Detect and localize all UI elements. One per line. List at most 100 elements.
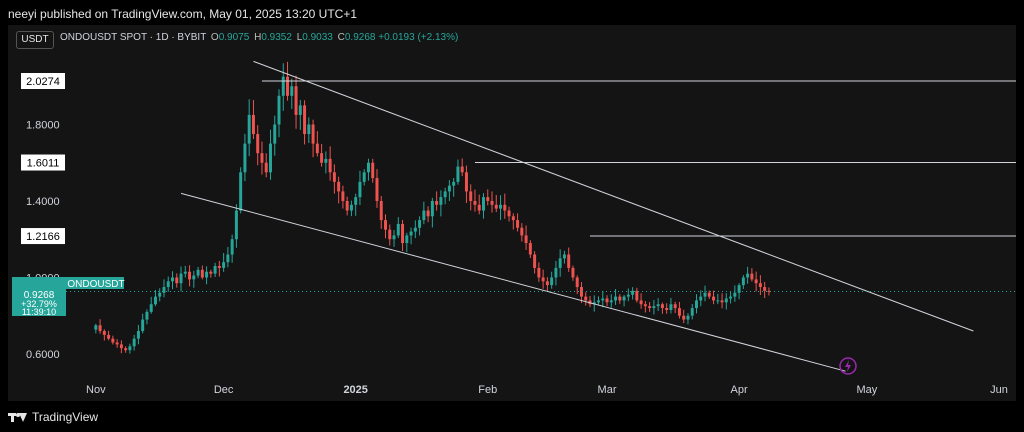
candle-body: [575, 277, 579, 288]
candle-body: [733, 292, 737, 297]
y-tick-label: 1.8000: [26, 119, 60, 131]
price-change-label: +32.79%: [21, 299, 57, 309]
candle-body: [601, 298, 605, 301]
footer: TradingView: [8, 410, 98, 424]
candle-body: [550, 277, 554, 286]
candle-body: [660, 304, 664, 309]
candle-body: [111, 338, 115, 343]
candle-body: [132, 338, 136, 347]
candle-body: [511, 216, 515, 221]
candle-body: [94, 325, 98, 330]
candle-body: [746, 273, 750, 278]
candle-body: [652, 306, 656, 309]
candle-body: [473, 200, 477, 205]
level-label: 1.2166: [26, 231, 60, 243]
candle-body: [741, 277, 745, 286]
candle-body: [639, 300, 643, 305]
ohlc-legend: ONDOUSDT SPOT · 1D · BYBIT O0.9075 H0.93…: [60, 32, 458, 43]
candle-body: [418, 220, 422, 228]
candle-body: [388, 229, 392, 240]
candle-body: [507, 210, 511, 217]
candle-body: [200, 269, 204, 278]
candle-body: [643, 304, 647, 307]
candle-body: [690, 308, 694, 316]
open-key: O: [210, 32, 219, 43]
candle-body: [520, 227, 524, 236]
candle-body: [614, 296, 618, 301]
candle-body: [673, 304, 677, 309]
candle-body: [486, 197, 490, 201]
symbol-title: ONDOUSDT SPOT · 1D · BYBIT: [60, 32, 207, 43]
candle-body: [328, 158, 332, 173]
candle-body: [605, 298, 609, 303]
candle-body: [401, 223, 405, 244]
level-label-box: [21, 73, 65, 90]
candle-body: [175, 277, 179, 284]
candle-body: [716, 300, 720, 302]
candle-body: [447, 185, 451, 192]
candle-body: [324, 158, 328, 163]
channel-lower-trendline: [180, 192, 846, 372]
candle-body: [562, 254, 566, 259]
candle-body: [349, 204, 353, 211]
candle-body: [162, 287, 166, 293]
candle-body: [490, 200, 494, 205]
candle-body: [222, 262, 226, 268]
level-label: 1.6011: [27, 158, 60, 170]
close-key: C: [337, 32, 345, 43]
candle-body: [320, 153, 324, 163]
candle-body: [171, 277, 174, 282]
x-tick-label: May: [857, 384, 878, 396]
candle-body: [524, 235, 528, 244]
candle-body: [712, 296, 716, 301]
x-tick-label: Nov: [86, 384, 106, 396]
currency-button[interactable]: USDT: [16, 31, 54, 49]
candle-body: [571, 267, 575, 278]
candle-body: [128, 346, 132, 351]
chart-panel: [8, 25, 1016, 401]
price-label: 0.9268: [24, 290, 55, 301]
candle-body: [648, 306, 652, 309]
candle-body: [303, 105, 307, 135]
candle-body: [341, 191, 345, 201]
candle-body: [499, 204, 503, 209]
candle-body: [273, 124, 277, 144]
brand-name: TradingView: [32, 410, 99, 424]
candle-body: [503, 204, 507, 211]
symbol-label-box: [12, 277, 124, 289]
candle-body: [635, 290, 639, 301]
candle-body: [268, 143, 272, 173]
candle-body: [260, 153, 264, 163]
candle-body: [481, 197, 485, 211]
x-tick-label: Mar: [598, 384, 617, 396]
change-value: +0.0193 (+2.13%): [378, 32, 459, 43]
candle-body: [166, 281, 170, 288]
symbol-label: ONDOUSDT: [67, 279, 124, 290]
candle-body: [315, 143, 319, 154]
candle-body: [737, 285, 741, 293]
candle-body: [358, 181, 362, 198]
candle-body: [763, 287, 767, 291]
candle-body: [366, 162, 370, 173]
candle-body: [754, 279, 758, 284]
countdown-label: 11:39:10: [22, 307, 56, 317]
y-tick-label: 0.6000: [26, 349, 60, 361]
candle-body: [337, 181, 341, 192]
candle-body: [409, 231, 413, 236]
candle-body: [188, 271, 192, 280]
candle-body: [729, 296, 733, 299]
candle-body: [243, 143, 247, 173]
candle-body: [541, 277, 545, 282]
candle-body: [107, 334, 111, 339]
candle-body: [545, 281, 549, 286]
candle-body: [430, 200, 434, 217]
candle-body: [720, 300, 724, 303]
candle-body: [443, 191, 447, 198]
candle-body: [379, 200, 383, 221]
x-tick-label: Feb: [478, 384, 497, 396]
candle-body: [102, 331, 106, 335]
candle-body: [179, 273, 183, 284]
candle-body: [405, 235, 409, 244]
candle-body: [669, 304, 673, 310]
